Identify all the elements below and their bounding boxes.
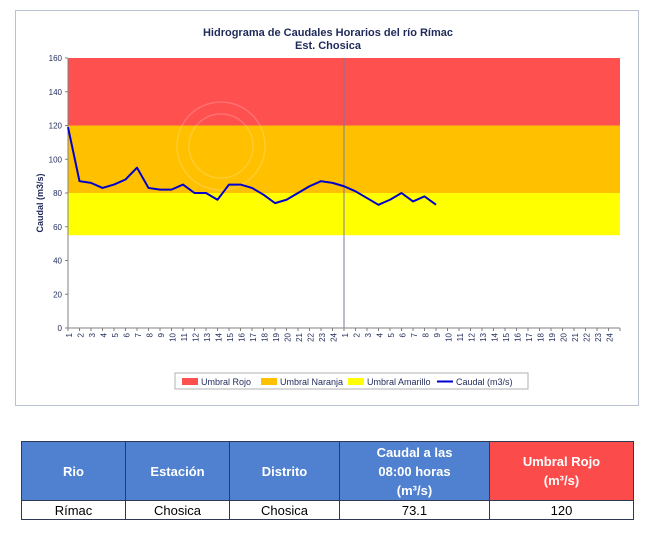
x-tick-label: 11 [180,332,189,341]
x-tick-label: 7 [134,332,143,337]
x-tick-label: 3 [364,332,373,337]
x-tick-label: 11 [456,332,465,341]
y-tick-label: 0 [58,324,63,333]
x-tick-label: 6 [123,332,132,337]
x-tick-label: 19 [272,332,281,341]
y-tick-label: 120 [49,122,63,131]
x-tick-label: 12 [192,332,201,341]
x-tick-label: 10 [445,332,454,341]
x-tick-label: 16 [238,332,247,341]
cell-rio: Rímac [21,500,126,520]
legend-label: Umbral Rojo [201,377,251,387]
x-tick-label: 15 [502,332,511,341]
header-umbral-rojo: Umbral Rojo (m³/s) [489,441,634,501]
y-axis-label: Caudal (m3/s) [35,173,45,232]
x-tick-label: 19 [548,332,557,341]
x-tick-label: 5 [387,332,396,337]
x-tick-label: 24 [606,332,615,341]
x-tick-label: 16 [514,332,523,341]
y-tick-label: 160 [49,54,63,63]
x-tick-label: 13 [479,332,488,341]
x-tick-label: 3 [88,332,97,337]
x-tick-label: 23 [594,332,603,341]
data-table: Rio Estación Distrito Caudal a las 08:00… [21,441,634,520]
chart-title: Hidrograma de Caudales Horarios del río … [203,27,453,39]
x-tick-label: 2 [77,332,86,337]
legend: Umbral Rojo Umbral Naranja Umbral Amarillo… [174,372,529,390]
legend-label: Umbral Naranja [280,377,343,387]
table-row: Rímac Chosica Chosica 73.1 120 [21,500,634,520]
header-caudal-line2: 08:00 horas [378,463,451,479]
x-tick-label: 17 [249,332,258,341]
x-tick-label: 4 [376,332,385,337]
series-line-caudal [67,126,437,206]
x-tick-label: 2 [353,332,362,337]
x-tick-label: 18 [537,332,546,341]
x-tick-label: 7 [410,332,419,337]
y-tick-label: 20 [53,290,62,299]
y-tick-label: 140 [49,88,63,97]
legend-swatch [348,378,364,385]
x-tick-label: 21 [295,332,304,341]
y-tick-label: 60 [53,223,62,232]
x-tick-label: 4 [100,332,109,337]
header-distrito: Distrito [229,441,340,501]
header-rojo-line2: (m³/s) [543,473,580,488]
x-tick-label: 9 [433,332,442,337]
header-rio: Rio [21,441,126,501]
header-caudal-line1: Caudal a las [376,444,453,460]
x-tick-label: 23 [318,332,327,341]
x-tick-label: 22 [307,332,316,341]
y-tick-label: 100 [49,155,63,164]
x-tick-label: 1 [65,332,74,337]
legend-swatch [261,378,277,385]
header-caudal-line3: (m³/s) [396,482,433,498]
header-caudal: Caudal a las 08:00 horas (m³/s) [339,441,490,501]
cell-umbral-rojo: 120 [489,500,634,520]
x-tick-label: 5 [111,332,120,337]
x-tick-label: 21 [571,332,580,341]
header-rojo-line1: Umbral Rojo [522,454,601,469]
x-tick-label: 24 [330,332,339,341]
chart-frame: Hidrograma de Caudales Horarios del río … [15,10,639,406]
x-tick-label: 22 [583,332,592,341]
hydrograph-chart: Hidrograma de Caudales Horarios del río … [35,27,621,390]
legend-swatch [182,378,198,385]
x-tick-label: 14 [491,332,500,341]
x-tick-label: 12 [468,332,477,341]
x-tick-label: 20 [284,332,293,341]
y-tick-label: 40 [53,257,62,266]
chart-subtitle: Est. Chosica [295,40,362,52]
x-tick-label: 8 [422,332,431,337]
cell-estacion: Chosica [125,500,230,520]
x-tick-label: 9 [157,332,166,337]
x-tick-label: 17 [525,332,534,341]
header-estacion: Estación [125,441,230,501]
cell-distrito: Chosica [229,500,340,520]
x-tick-label: 8 [146,332,155,337]
x-tick-label: 18 [261,332,270,341]
x-tick-label: 13 [203,332,212,341]
x-tick-label: 1 [341,332,350,337]
x-tick-label: 6 [399,332,408,337]
x-tick-label: 15 [226,332,235,341]
x-tick-label: 14 [215,332,224,341]
cell-caudal: 73.1 [339,500,490,520]
sun-watermark [176,101,266,191]
table-header-row: Rio Estación Distrito Caudal a las 08:00… [21,441,634,501]
legend-label: Caudal (m3/s) [456,377,513,387]
x-tick-label: 10 [169,332,178,341]
x-tick-label: 20 [560,332,569,341]
legend-label: Umbral Amarillo [367,377,431,387]
y-tick-label: 80 [53,189,62,198]
